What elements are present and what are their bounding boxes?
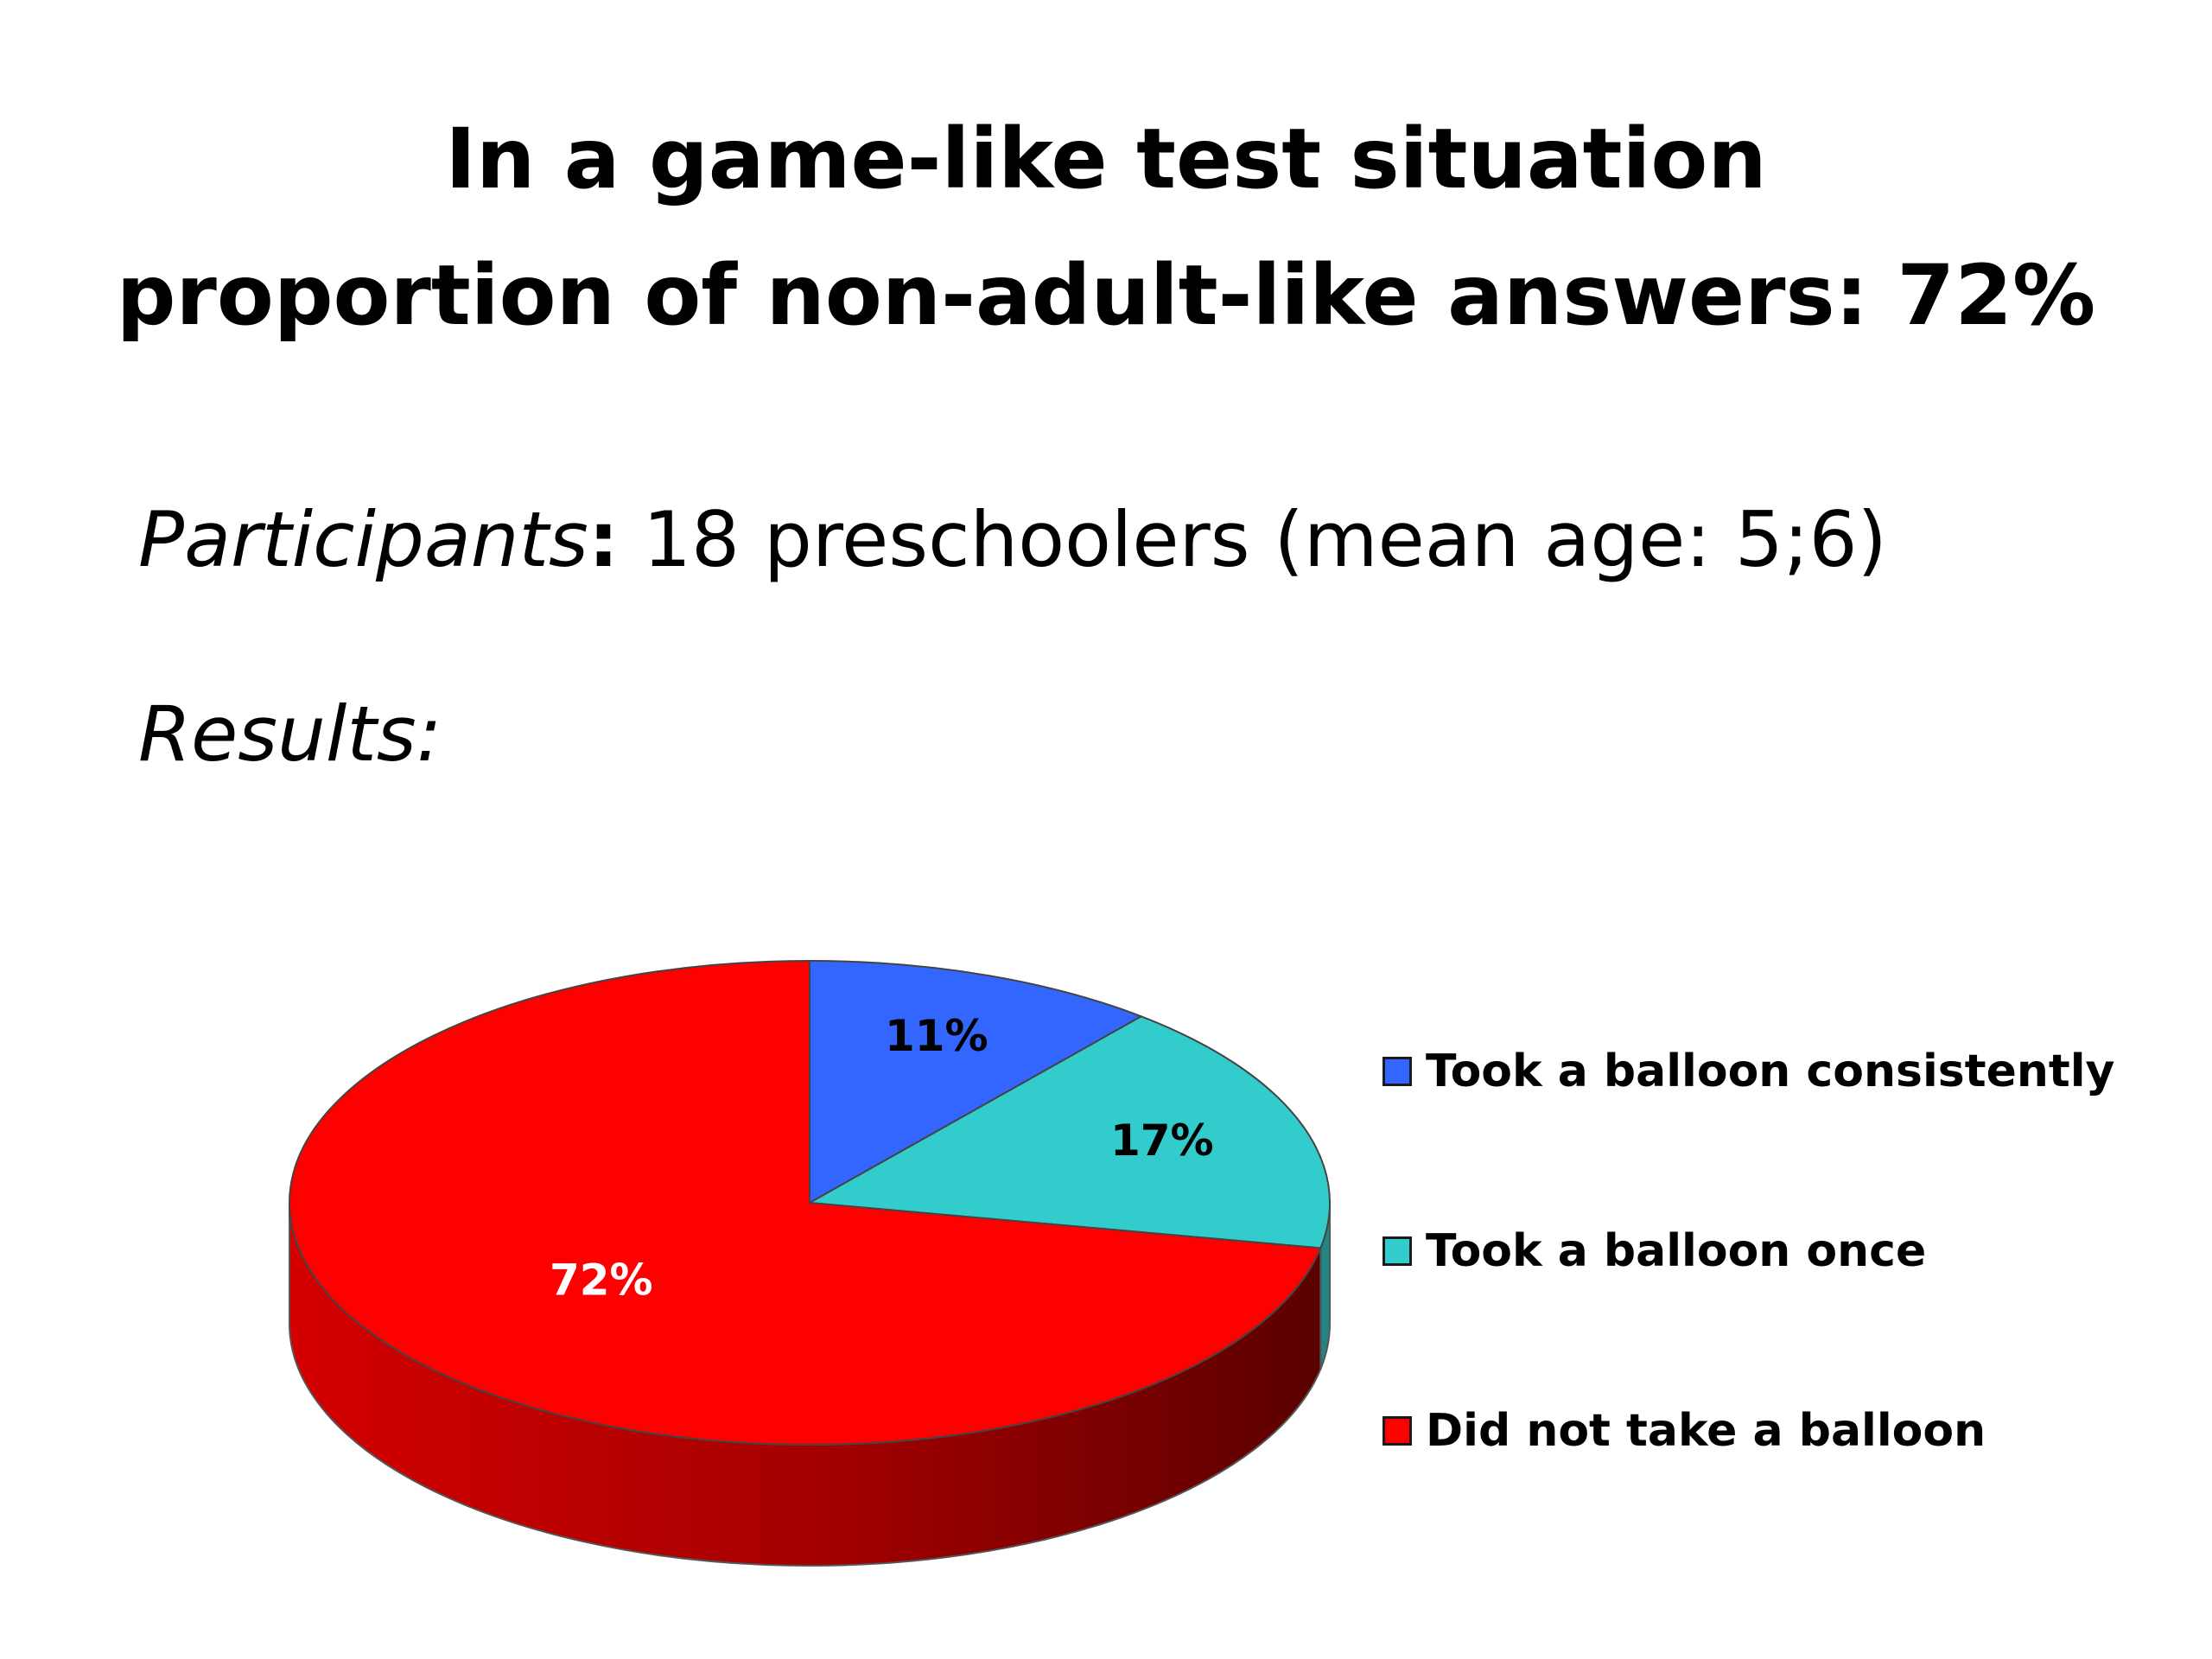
legend-label-did-not-take: Did not take a balloon	[1426, 1405, 1986, 1457]
title-line-2: proportion of non-adult-like answers: 72…	[116, 247, 2096, 344]
legend-label-took-consistently: Took a balloon consistently	[1426, 1046, 2115, 1097]
pie-label-did-not-take: 72%	[550, 1255, 653, 1305]
legend-label-took-once: Took a balloon once	[1426, 1225, 1927, 1277]
legend-item-took-consistently: Took a balloon consistently	[1382, 1046, 2114, 1097]
pie-slice-took-once	[806, 1015, 1331, 1249]
participants-text: 18 preschoolers (mean age: 5;6)	[619, 495, 1887, 584]
pie-slice-took-consistently	[809, 959, 1144, 1205]
legend-swatch-took-once	[1382, 1236, 1412, 1266]
pie-slice-did-not-take	[289, 959, 1322, 1446]
results-label: Results:	[138, 690, 442, 779]
title-line-1: In a game-like test situation	[445, 111, 1767, 207]
legend-swatch-took-consistently	[1382, 1057, 1412, 1086]
pie-tops	[289, 959, 1331, 1446]
legend-swatch-did-not-take	[1382, 1416, 1412, 1446]
participants-colon: :	[588, 495, 620, 584]
participants-line: Participants: 18 preschoolers (mean age:…	[138, 488, 1887, 592]
chart-title: In a game-like test situation proportion…	[0, 91, 2212, 364]
legend-item-took-once: Took a balloon once	[1382, 1225, 1926, 1277]
pie-labels: 11% 17% 72%	[550, 1011, 1214, 1305]
pie-label-took-consistently: 11%	[885, 1011, 988, 1061]
legend-item-did-not-take: Did not take a balloon	[1382, 1405, 1986, 1457]
pie-label-took-once: 17%	[1110, 1116, 1214, 1166]
participants-label: Participants	[138, 495, 588, 584]
legend: Took a balloon consistently Took a ballo…	[1365, 985, 2177, 1521]
